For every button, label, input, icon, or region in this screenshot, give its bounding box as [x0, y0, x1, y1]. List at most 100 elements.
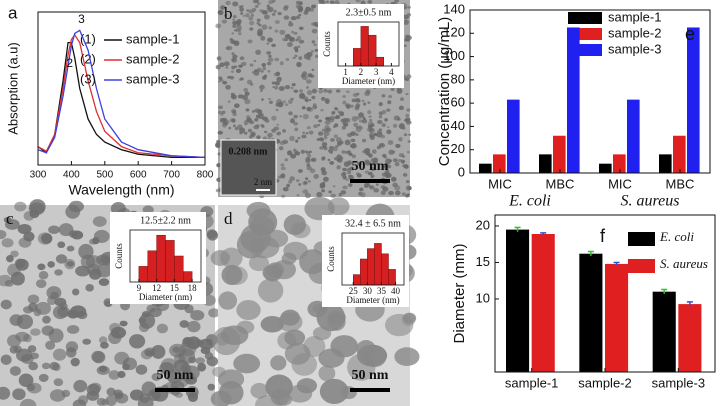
particle	[356, 339, 376, 359]
particle	[52, 363, 61, 372]
hrtem-scale-label: 2 nm	[254, 177, 272, 187]
particle	[375, 183, 379, 186]
particle	[210, 390, 232, 406]
y-axis-label: Counts	[326, 246, 336, 272]
y-axis-label: Absorption (a.u)	[5, 42, 20, 135]
particle	[362, 118, 368, 124]
particle	[222, 80, 228, 85]
particle	[108, 370, 120, 380]
particle	[349, 104, 354, 108]
particle	[268, 54, 272, 58]
particle	[373, 132, 378, 137]
particle	[264, 118, 270, 123]
particle	[234, 103, 240, 109]
particle	[289, 135, 295, 142]
particle	[253, 70, 260, 76]
particle	[273, 9, 277, 13]
particle	[342, 95, 346, 98]
particle	[310, 158, 315, 161]
particle	[358, 112, 365, 118]
particle	[402, 164, 407, 168]
particle	[275, 71, 281, 77]
particle	[328, 190, 332, 194]
particle	[229, 75, 235, 80]
particle	[348, 183, 353, 187]
particle	[139, 313, 156, 329]
particle	[65, 347, 77, 358]
particle	[368, 115, 372, 118]
particle	[305, 158, 311, 164]
particle	[323, 146, 328, 151]
particle	[335, 89, 341, 93]
particle	[281, 194, 286, 198]
particle	[262, 66, 266, 71]
particle	[223, 61, 230, 67]
particle	[0, 299, 12, 310]
particle	[287, 99, 293, 104]
particle	[310, 22, 315, 26]
particle	[317, 131, 324, 136]
particle	[334, 116, 339, 120]
bar	[579, 253, 603, 372]
particle	[246, 117, 252, 123]
particle	[318, 119, 322, 123]
legend-label: sample-1	[126, 31, 179, 46]
bar	[652, 291, 676, 372]
particle	[394, 190, 401, 196]
particle	[276, 123, 280, 126]
particle	[298, 26, 304, 31]
x-tick-label: sample-1	[505, 375, 558, 390]
particle	[225, 46, 230, 50]
particle	[292, 56, 296, 60]
particle	[256, 18, 261, 22]
particle	[236, 230, 265, 259]
particle	[299, 89, 303, 93]
particle	[264, 14, 270, 20]
particle	[283, 241, 308, 260]
particle	[46, 286, 62, 300]
particle	[395, 143, 401, 148]
bar	[507, 99, 520, 173]
particle	[219, 78, 224, 82]
particle	[274, 57, 280, 62]
particle	[347, 353, 376, 381]
particle	[266, 6, 271, 11]
particle	[261, 10, 268, 15]
particle	[311, 88, 317, 94]
particle	[37, 263, 46, 271]
particle	[284, 5, 289, 9]
particle	[406, 193, 410, 196]
particle	[0, 386, 11, 400]
particle	[187, 320, 201, 333]
particle	[295, 179, 300, 183]
particle	[311, 68, 315, 72]
particle	[295, 4, 302, 9]
x-tick-label: 3	[374, 67, 379, 77]
particle	[253, 59, 257, 63]
particle	[284, 85, 291, 90]
x-tick-label: 400	[63, 170, 80, 181]
particle	[236, 25, 242, 31]
particle	[232, 15, 237, 19]
particle	[237, 32, 242, 36]
x-tick-label: 35	[377, 286, 387, 296]
particle	[256, 22, 260, 25]
particle	[279, 29, 286, 35]
particle	[98, 336, 108, 345]
bar	[659, 154, 672, 173]
particle	[1, 238, 14, 248]
particle	[381, 172, 387, 177]
particle	[18, 237, 32, 248]
particle	[323, 131, 330, 137]
particle	[276, 76, 282, 82]
particle	[323, 88, 328, 93]
particle	[255, 49, 262, 55]
particle	[316, 138, 321, 141]
particle	[69, 305, 87, 318]
particle	[321, 0, 326, 5]
particle	[342, 167, 347, 172]
particle	[350, 143, 357, 149]
histogram-bar	[388, 269, 396, 286]
particle	[367, 121, 374, 127]
particle	[347, 171, 352, 175]
